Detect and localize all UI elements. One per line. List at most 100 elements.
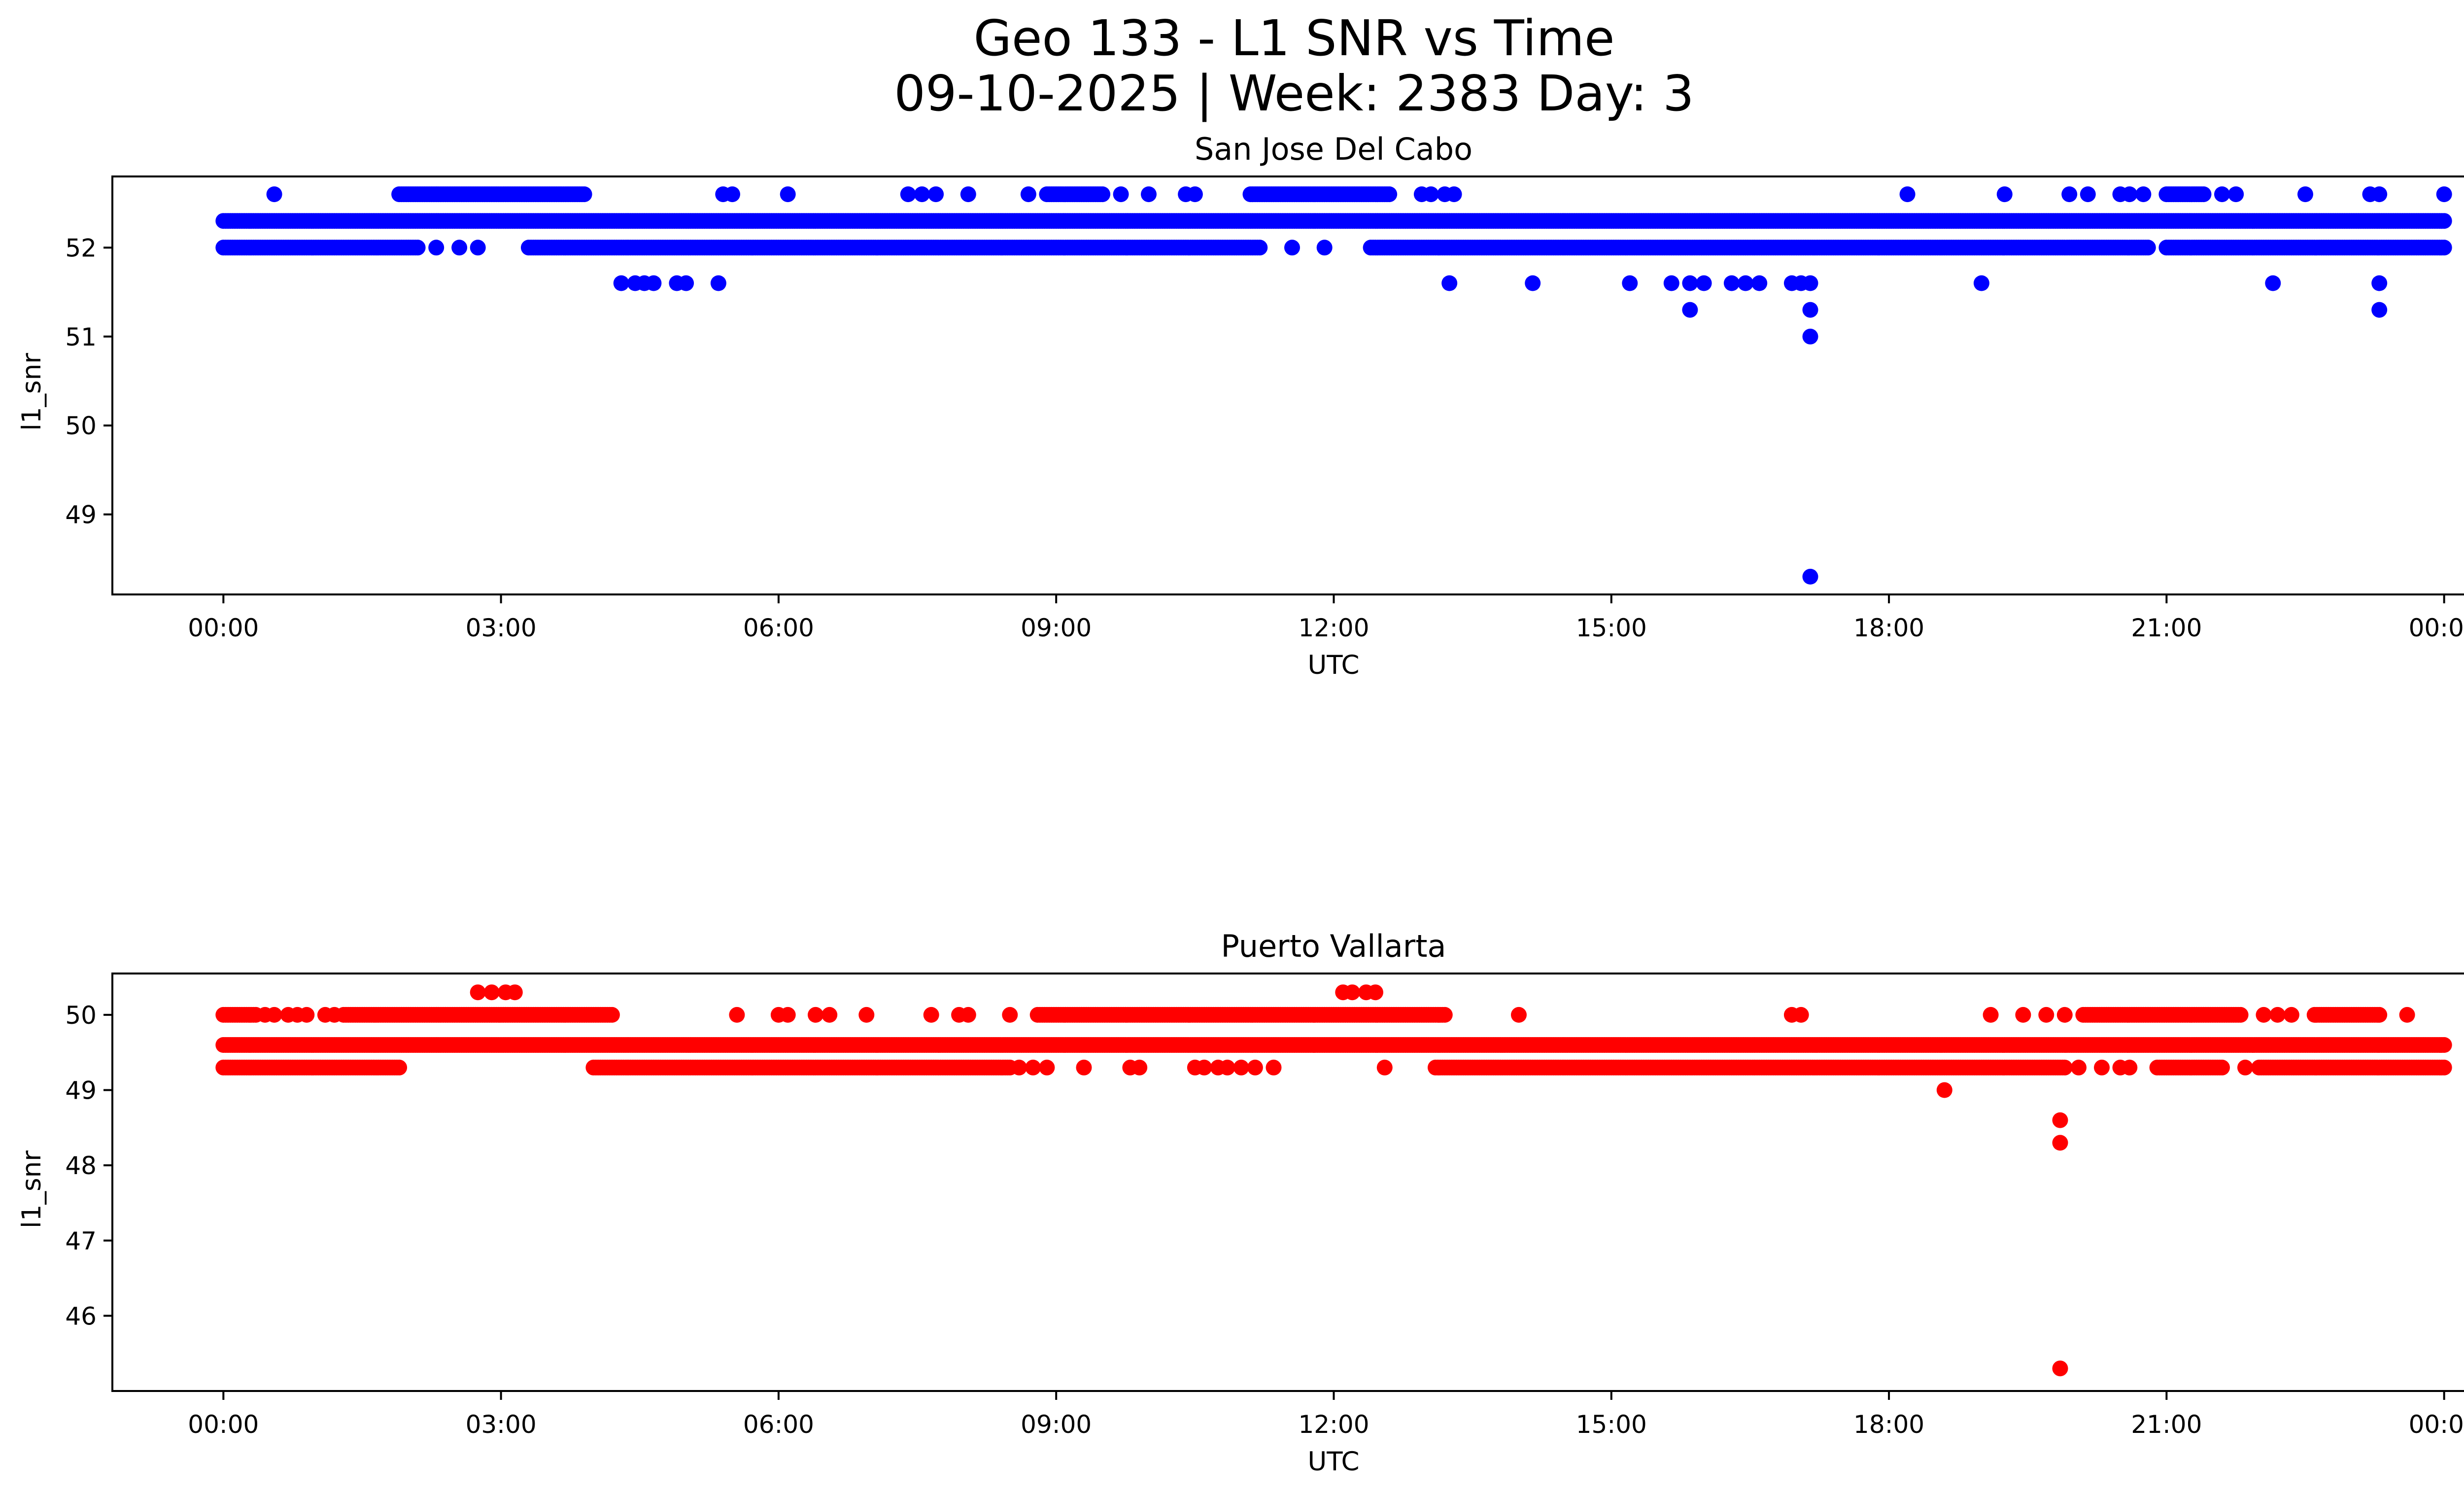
subplot-title: San Jose Del Cabo (1195, 131, 1472, 167)
data-point (724, 186, 740, 203)
data-point (428, 240, 445, 256)
data-point (858, 1007, 875, 1023)
data-point (1233, 1059, 1249, 1076)
data-point (613, 275, 629, 291)
y-tick-label: 47 (65, 1227, 97, 1255)
x-tick-label: 00:00 (188, 1410, 259, 1439)
x-tick-label: 09:00 (1021, 1410, 1092, 1439)
y-tick-label: 50 (65, 1001, 97, 1030)
data-point (266, 1007, 282, 1023)
data-point (2283, 1007, 2299, 1023)
data-point (1802, 568, 1818, 585)
data-point (1663, 275, 1679, 291)
x-axis-label: UTC (1307, 1447, 1359, 1477)
data-point (729, 1007, 745, 1023)
x-tick-label: 18:00 (1853, 1410, 1924, 1439)
data-point (960, 186, 976, 203)
x-tick-label: 00:00 (188, 614, 259, 642)
data-point (1983, 1007, 1999, 1023)
data-point (1381, 186, 1398, 203)
y-tick-label: 50 (65, 412, 97, 440)
data-point (1446, 186, 1462, 203)
data-point (2265, 275, 2281, 291)
subplot-puerto-vallarta: Puerto Vallarta 00:00 03:00 06:00 09:00 12:0… (17, 928, 2464, 1477)
data-point (326, 1007, 342, 1023)
x-tick-label: 00:00 (2409, 614, 2464, 642)
data-point (2080, 186, 2096, 203)
data-point (1738, 275, 1754, 291)
x-tick-label: 06:00 (743, 1410, 814, 1439)
data-point (2094, 1059, 2110, 1076)
data-point (900, 186, 916, 203)
axis-ticks-sjd: 00:00 03:00 06:00 09:00 12:00 15:00 18:00 21:00… (65, 234, 2464, 642)
data-point (1682, 275, 1698, 291)
x-tick-label: 18:00 (1853, 614, 1924, 642)
x-tick-label: 15:00 (1576, 1410, 1647, 1439)
data-point (1899, 186, 1916, 203)
data-point (2232, 1007, 2249, 1023)
data-point (2056, 1059, 2073, 1076)
data-point (1011, 1059, 1027, 1076)
data-point (1802, 302, 1818, 318)
data-point (2135, 186, 2152, 203)
data-point (1696, 275, 1712, 291)
x-tick-label: 12:00 (1298, 614, 1369, 642)
plot-frame (111, 175, 2464, 595)
data-point (2122, 1059, 2138, 1076)
figure-title-line2: 09-10-2025 | Week: 2383 Day: 3 (894, 65, 1694, 122)
data-point (1423, 186, 1439, 203)
data-point (2297, 186, 2313, 203)
data-point (2195, 186, 2212, 203)
data-point (2052, 1360, 2068, 1377)
data-point (1316, 240, 1333, 256)
data-point (470, 240, 486, 256)
scatter-series-sjd (215, 186, 2452, 585)
data-point (391, 1059, 408, 1076)
data-point (1076, 1059, 1092, 1076)
y-axis-label: l1_snr (17, 1150, 47, 1228)
data-point (299, 1007, 315, 1023)
x-tick-label: 06:00 (743, 614, 814, 642)
data-point (821, 1007, 838, 1023)
data-point (1802, 328, 1818, 345)
data-point (1344, 984, 1361, 1001)
data-point (2371, 186, 2388, 203)
data-point (2269, 1007, 2286, 1023)
data-point (1996, 186, 2013, 203)
data-point (1793, 1007, 1809, 1023)
data-point (1113, 186, 1129, 203)
data-point (1751, 275, 1768, 291)
data-point (604, 1007, 620, 1023)
scatter-series-pvr (215, 984, 2452, 1377)
x-tick-label: 03:00 (466, 1410, 537, 1439)
data-point (1936, 1082, 1952, 1098)
data-point (2436, 213, 2452, 229)
data-point (1002, 1007, 1018, 1023)
data-point (1284, 240, 1300, 256)
data-point (1525, 275, 1541, 291)
x-tick-label: 09:00 (1021, 614, 1092, 642)
data-point (2122, 186, 2138, 203)
data-point (646, 275, 662, 291)
data-point (2038, 1007, 2054, 1023)
data-point (2399, 1007, 2415, 1023)
data-point (2237, 1059, 2253, 1076)
data-point (2052, 1135, 2068, 1151)
data-point (451, 240, 468, 256)
data-point (2214, 186, 2230, 203)
subplot-title: Puerto Vallarta (1221, 928, 1446, 964)
data-point (1682, 302, 1698, 318)
data-point (923, 1007, 939, 1023)
data-point (2436, 1059, 2452, 1076)
data-point (1973, 275, 1989, 291)
x-tick-label: 03:00 (466, 614, 537, 642)
y-tick-label: 46 (65, 1302, 97, 1330)
data-point (2228, 186, 2244, 203)
data-point (1437, 1007, 1453, 1023)
data-point (928, 186, 944, 203)
data-point (1025, 1059, 1041, 1076)
data-point (1252, 240, 1268, 256)
data-point (2436, 240, 2452, 256)
data-point (808, 1007, 823, 1023)
data-point (2052, 1112, 2068, 1128)
